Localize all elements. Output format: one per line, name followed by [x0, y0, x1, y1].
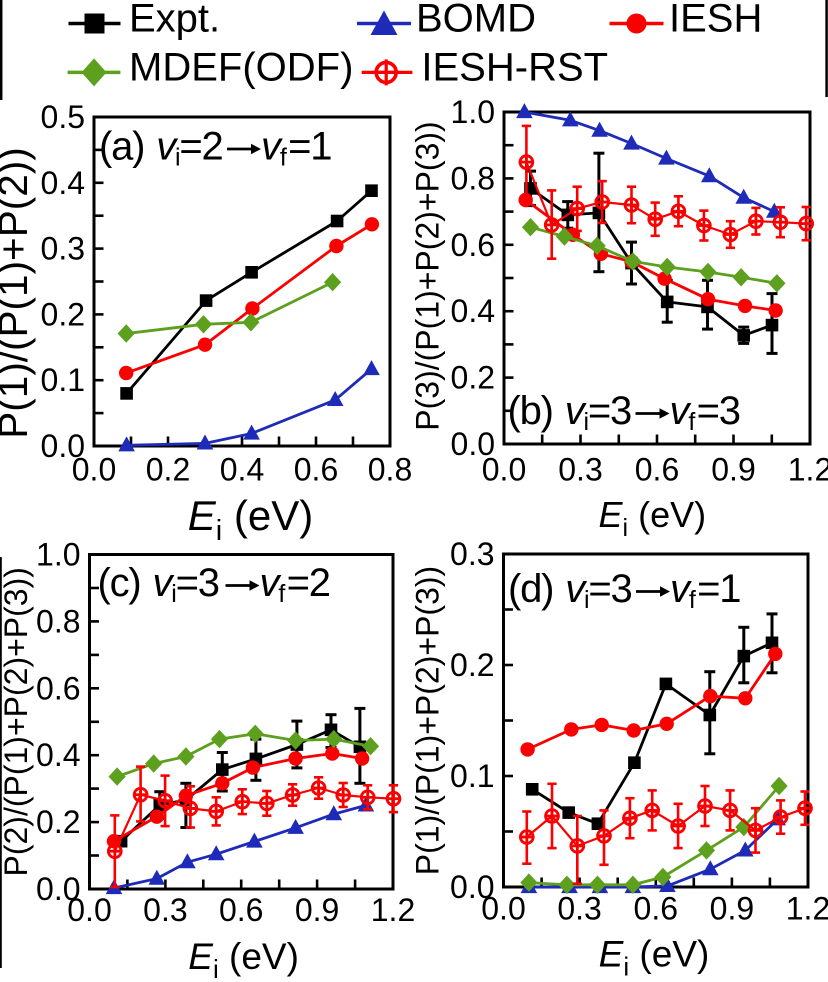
svg-text:1.0: 1.0: [451, 94, 495, 130]
svg-text:0.1: 0.1: [450, 758, 494, 794]
svg-text:vf=1: vf=1: [261, 125, 331, 172]
svg-text:0.6: 0.6: [294, 452, 338, 488]
svg-text:Expt.: Expt.: [129, 0, 220, 41]
svg-text:vf=3: vf=3: [670, 389, 740, 436]
svg-text:0.4: 0.4: [41, 165, 85, 201]
svg-text:IESH-RST: IESH-RST: [421, 45, 608, 89]
svg-text:P(3)/(P(1)+P(2)+P(3)): P(3)/(P(1)+P(2)+P(3)): [410, 121, 446, 430]
svg-text:0.3: 0.3: [557, 891, 601, 927]
svg-text:P(1)/(P(1)+P(2)+P(3)): P(1)/(P(1)+P(2)+P(3)): [410, 566, 446, 875]
svg-text:vf=2: vf=2: [260, 561, 330, 608]
svg-text:0.9: 0.9: [295, 892, 339, 928]
svg-text:Ei (eV): Ei (eV): [188, 492, 313, 547]
svg-text:0.6: 0.6: [451, 227, 495, 263]
svg-text:Ei (eV): Ei (eV): [599, 494, 707, 542]
svg-text:(d) vi=3: (d) vi=3: [508, 567, 632, 614]
svg-text:Ei (eV): Ei (eV): [188, 936, 299, 982]
svg-text:0.6: 0.6: [635, 452, 679, 488]
svg-text:0.2: 0.2: [41, 296, 85, 332]
svg-text:0.3: 0.3: [41, 231, 85, 267]
svg-text:0.9: 0.9: [711, 452, 755, 488]
svg-text:0.0: 0.0: [67, 892, 111, 928]
svg-text:0.3: 0.3: [558, 452, 602, 488]
svg-text:0.2: 0.2: [450, 647, 494, 683]
svg-text:0.6: 0.6: [634, 891, 678, 927]
svg-text:1.2: 1.2: [788, 452, 828, 488]
svg-text:0.2: 0.2: [451, 360, 495, 396]
svg-text:0.0: 0.0: [41, 428, 85, 464]
svg-text:0.0: 0.0: [481, 891, 525, 927]
svg-text:0.0: 0.0: [451, 426, 495, 462]
svg-text:1.2: 1.2: [786, 891, 828, 927]
svg-text:0.6: 0.6: [219, 892, 263, 928]
svg-text:(a) vi=2: (a) vi=2: [99, 125, 223, 172]
svg-text:0.6: 0.6: [36, 670, 80, 706]
svg-text:vf=1: vf=1: [670, 567, 740, 614]
svg-text:0.4: 0.4: [36, 737, 80, 773]
svg-text:0.1: 0.1: [41, 362, 85, 398]
svg-text:0.8: 0.8: [451, 160, 495, 196]
svg-text:0.3: 0.3: [143, 892, 187, 928]
svg-text:BOMD: BOMD: [416, 0, 536, 41]
svg-text:Ei (eV): Ei (eV): [599, 934, 710, 982]
svg-text:IESH: IESH: [669, 0, 762, 41]
svg-text:0.4: 0.4: [220, 452, 264, 488]
svg-text:0.3: 0.3: [450, 536, 494, 572]
svg-text:0.2: 0.2: [36, 804, 80, 840]
svg-text:(b) vi=3: (b) vi=3: [508, 389, 632, 436]
svg-text:P(2)/(P(1)+P(2)+P(3)): P(2)/(P(1)+P(2)+P(3)): [0, 567, 34, 876]
svg-text:(c) vi=3: (c) vi=3: [98, 561, 219, 608]
svg-text:1.0: 1.0: [36, 537, 80, 573]
svg-text:0.0: 0.0: [450, 869, 494, 905]
svg-text:0.0: 0.0: [482, 452, 526, 488]
svg-text:P(1)/(P(1)+P(2)): P(1)/(P(1)+P(2)): [0, 147, 36, 438]
svg-text:0.8: 0.8: [368, 452, 412, 488]
svg-text:0.5: 0.5: [41, 99, 85, 135]
svg-text:0.0: 0.0: [72, 452, 116, 488]
svg-text:0.4: 0.4: [451, 293, 495, 329]
svg-text:0.9: 0.9: [710, 891, 754, 927]
svg-text:0.8: 0.8: [36, 603, 80, 639]
svg-text:1.2: 1.2: [371, 892, 415, 928]
svg-text:MDEF(ODF): MDEF(ODF): [129, 45, 353, 89]
svg-text:0.2: 0.2: [146, 452, 190, 488]
svg-text:0.0: 0.0: [36, 871, 80, 907]
